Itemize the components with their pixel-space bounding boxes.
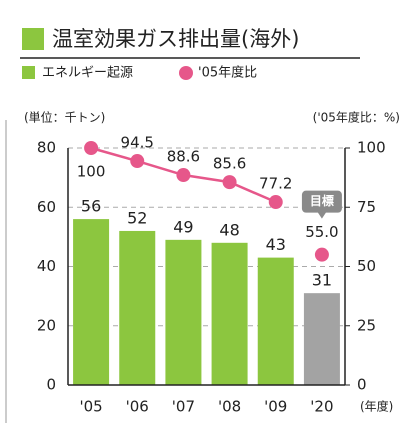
bar	[211, 242, 248, 385]
line-value-label: 94.5	[121, 134, 154, 152]
x-axis-label: (年度)	[360, 399, 393, 414]
bar-value-label: 56	[81, 197, 101, 216]
y2-tick-label: 25	[357, 316, 376, 334]
y2-axis-label: ('05年度比：%)	[313, 110, 400, 125]
x-tick-label: '20	[310, 398, 333, 416]
y2-tick-label: 50	[357, 257, 376, 275]
bar-value-label: 52	[127, 208, 147, 227]
y2-tick-label: 75	[357, 198, 376, 216]
bar	[119, 230, 156, 385]
y-tick-label: 80	[37, 139, 56, 157]
y-tick-label: 20	[37, 316, 56, 334]
line-point	[176, 168, 191, 183]
bar	[257, 257, 294, 385]
title-icon	[22, 28, 44, 50]
line-value-label: 88.6	[167, 148, 200, 166]
y-axis-label: (単位：千トン)	[24, 110, 105, 125]
x-tick-label: '06	[126, 398, 149, 416]
line-point	[268, 195, 283, 210]
bar	[303, 293, 340, 385]
line-value-label: 85.6	[213, 155, 246, 173]
target-point	[314, 247, 329, 262]
x-tick-label: '07	[172, 398, 195, 416]
bar-value-label: 49	[173, 217, 193, 236]
line-value-label: 100	[77, 163, 106, 181]
y-tick-label: 40	[37, 257, 56, 275]
legend-swatch	[22, 66, 35, 79]
legend-swatch	[179, 66, 193, 80]
bar-value-label: 31	[312, 271, 332, 290]
target-annotation: 目標	[310, 193, 334, 208]
x-tick-label: '05	[79, 398, 102, 416]
line-value-label: 77.2	[259, 175, 292, 193]
target-label: 55.0	[305, 223, 338, 241]
target-bubble	[301, 190, 342, 219]
bar	[73, 219, 110, 385]
legend-label: '05年度比	[198, 65, 257, 81]
bar	[165, 239, 202, 385]
line-point	[130, 154, 145, 169]
x-tick-label: '08	[218, 398, 241, 416]
chart-title: 温室効果ガス排出量(海外)	[52, 27, 299, 51]
line-point	[84, 141, 99, 155]
y2-tick-label: 100	[357, 139, 386, 157]
y2-tick-label: 0	[357, 376, 367, 394]
bar-value-label: 48	[219, 220, 239, 239]
line-point	[222, 175, 237, 190]
legend-label: エネルギー起源	[42, 66, 133, 81]
x-tick-label: '09	[264, 398, 287, 416]
bar-value-label: 43	[266, 235, 286, 254]
y-tick-label: 60	[37, 198, 56, 216]
y-tick-label: 0	[46, 376, 56, 394]
